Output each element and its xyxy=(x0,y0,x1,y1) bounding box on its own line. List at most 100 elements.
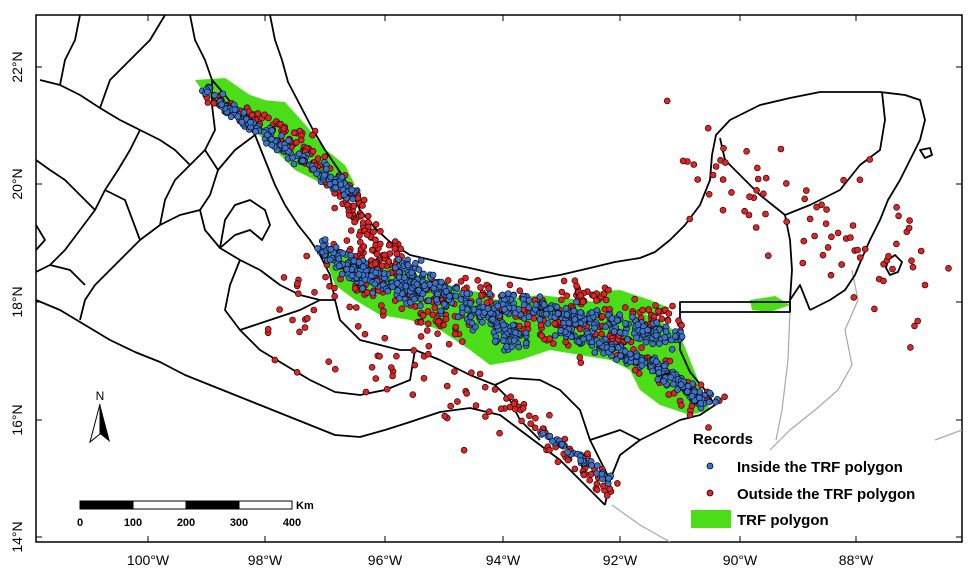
record-point xyxy=(369,289,377,297)
record-point xyxy=(547,305,555,313)
record-point xyxy=(285,137,292,144)
record-point xyxy=(507,393,515,401)
record-point xyxy=(520,301,528,309)
record-point xyxy=(591,324,598,332)
record-point xyxy=(550,340,557,347)
record-point xyxy=(434,330,441,338)
record-point xyxy=(644,326,651,334)
record-point xyxy=(393,280,401,287)
record-point xyxy=(799,259,807,267)
record-point xyxy=(782,180,790,187)
scale-unit: Km xyxy=(296,500,314,512)
record-point xyxy=(327,246,335,253)
x-tick-label: 88°W xyxy=(839,552,874,568)
record-point xyxy=(764,252,772,259)
record-point xyxy=(677,381,685,388)
record-point xyxy=(551,332,559,339)
record-point xyxy=(248,111,256,119)
record-point xyxy=(363,231,371,238)
record-point xyxy=(678,333,686,340)
record-point xyxy=(356,232,363,239)
record-point xyxy=(335,262,343,270)
record-point xyxy=(280,274,288,281)
record-point xyxy=(712,163,720,170)
record-point xyxy=(577,309,585,316)
record-point xyxy=(720,145,727,152)
record-point xyxy=(801,195,809,203)
record-point xyxy=(591,349,599,356)
record-point xyxy=(893,240,900,248)
record-point xyxy=(905,224,913,232)
record-point xyxy=(499,291,506,299)
record-point xyxy=(562,338,570,346)
scale-bar: Km 0 100 200 300 400 xyxy=(77,500,314,529)
record-point xyxy=(337,181,345,188)
record-point xyxy=(746,193,753,200)
record-point xyxy=(349,195,357,203)
record-point xyxy=(719,206,727,214)
record-point xyxy=(311,288,318,296)
record-point xyxy=(783,218,791,225)
record-point xyxy=(712,398,719,406)
record-point xyxy=(705,398,713,406)
record-point xyxy=(343,237,351,244)
record-point xyxy=(313,170,320,177)
record-point xyxy=(348,272,356,279)
record-point xyxy=(395,256,402,263)
record-point xyxy=(401,274,408,281)
record-point xyxy=(907,344,914,351)
record-point xyxy=(721,393,728,401)
record-point xyxy=(346,303,354,311)
record-point xyxy=(412,259,419,267)
record-point xyxy=(697,399,705,407)
record-point xyxy=(377,228,384,235)
record-point xyxy=(753,164,761,172)
record-point xyxy=(678,322,685,329)
record-point xyxy=(564,456,572,464)
record-point xyxy=(909,263,917,271)
record-point xyxy=(593,462,601,469)
record-point xyxy=(577,291,585,299)
record-point xyxy=(268,127,276,134)
record-point xyxy=(554,458,562,466)
record-point xyxy=(452,323,460,331)
record-point xyxy=(278,132,285,139)
record-point xyxy=(408,269,416,277)
record-point xyxy=(335,255,343,263)
record-point xyxy=(494,302,502,310)
record-point xyxy=(484,305,492,312)
record-point xyxy=(827,271,835,279)
record-point xyxy=(706,389,714,397)
scale-label: 400 xyxy=(283,517,301,529)
record-point xyxy=(234,113,242,120)
record-point xyxy=(360,243,368,250)
y-tick-label: 18°N xyxy=(9,286,25,317)
scale-label: 100 xyxy=(124,517,142,529)
record-point xyxy=(359,263,367,271)
record-point xyxy=(310,306,318,314)
record-point xyxy=(350,257,358,265)
record-point xyxy=(440,300,448,308)
record-point xyxy=(360,196,368,204)
record-point xyxy=(441,412,449,420)
record-point xyxy=(416,302,424,310)
record-point xyxy=(384,287,392,295)
record-point xyxy=(760,190,767,198)
record-point xyxy=(709,171,717,179)
record-point xyxy=(314,155,322,162)
record-point xyxy=(424,350,432,358)
record-point xyxy=(362,388,370,396)
record-point xyxy=(411,361,419,369)
record-point xyxy=(303,252,311,260)
record-point xyxy=(281,144,289,152)
record-point xyxy=(602,323,609,331)
record-point xyxy=(665,391,673,398)
record-point xyxy=(621,329,629,337)
record-point xyxy=(398,290,406,297)
y-tick-label: 14°N xyxy=(9,521,25,552)
record-point xyxy=(662,328,670,335)
record-point xyxy=(621,304,629,311)
record-point xyxy=(280,125,288,132)
record-point xyxy=(347,251,355,259)
record-point xyxy=(571,465,579,473)
